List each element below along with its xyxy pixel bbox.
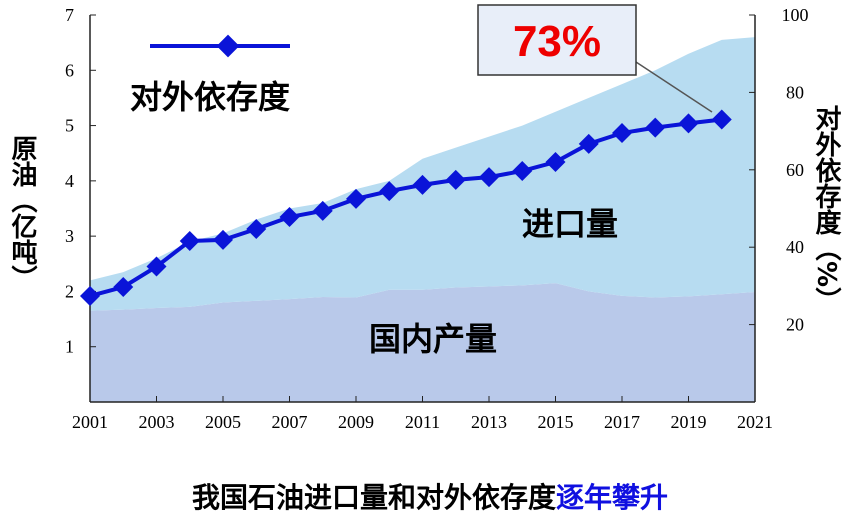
marker — [512, 160, 533, 181]
marker — [246, 219, 267, 240]
marker — [412, 174, 433, 195]
marker — [379, 181, 400, 202]
caption-text: 我国石油进口量和对外依存度 — [192, 481, 556, 514]
x-tick-label: 2013 — [471, 412, 507, 432]
area-label: 国内产量 — [369, 320, 497, 358]
area-label: 进口量 — [522, 205, 618, 243]
marker — [645, 117, 666, 138]
marker — [445, 169, 466, 190]
callout-pointer — [635, 61, 713, 113]
y2-tick-label: 80 — [786, 82, 804, 102]
marker — [346, 188, 366, 209]
y2-tick-label: 20 — [786, 315, 804, 335]
y-tick-label: 6 — [65, 60, 74, 80]
caption: 我国石油进口量和对外依存度逐年攀升 — [192, 481, 668, 514]
x-tick-label: 2005 — [205, 412, 241, 432]
marker — [312, 200, 333, 221]
y-tick-label: 7 — [65, 5, 74, 25]
marker — [179, 231, 200, 252]
y2-tick-label: 40 — [786, 237, 804, 257]
area — [90, 283, 755, 402]
marker — [612, 123, 632, 144]
x-tick-label: 2015 — [538, 412, 574, 432]
marker — [578, 133, 599, 154]
y-tick-label: 5 — [65, 116, 74, 136]
marker — [711, 109, 732, 130]
y-tick-label: 4 — [65, 171, 74, 191]
marker — [113, 277, 134, 298]
marker — [678, 113, 699, 134]
y2-tick-label: 100 — [782, 5, 809, 25]
x-tick-label: 2017 — [604, 412, 640, 432]
x-tick-label: 2009 — [338, 412, 374, 432]
caption-highlight: 逐年攀升 — [556, 481, 668, 514]
callout-box — [477, 4, 637, 76]
y2-axis-label: 对外依存度（%） — [811, 105, 841, 313]
annotation: 73% — [513, 17, 601, 66]
marker — [80, 285, 100, 306]
x-tick-label: 2003 — [139, 412, 175, 432]
y-tick-label: 2 — [65, 281, 74, 301]
marker — [213, 229, 233, 250]
marker — [279, 207, 300, 228]
marker — [146, 256, 167, 277]
marker — [479, 167, 499, 188]
legend-label: 对外依存度 — [130, 78, 290, 116]
marker — [545, 152, 566, 173]
legend-marker — [216, 34, 240, 58]
x-tick-label: 2001 — [72, 412, 108, 432]
y-axis-label: 原油（亿吨） — [7, 135, 37, 291]
y2-tick-label: 60 — [786, 160, 804, 180]
y-tick-label: 3 — [65, 226, 74, 246]
x-tick-label: 2019 — [671, 412, 707, 432]
x-tick-label: 2011 — [405, 412, 440, 432]
x-tick-label: 2021 — [737, 412, 773, 432]
y-tick-label: 1 — [65, 337, 74, 357]
x-tick-label: 2007 — [272, 412, 308, 432]
area — [90, 37, 755, 311]
